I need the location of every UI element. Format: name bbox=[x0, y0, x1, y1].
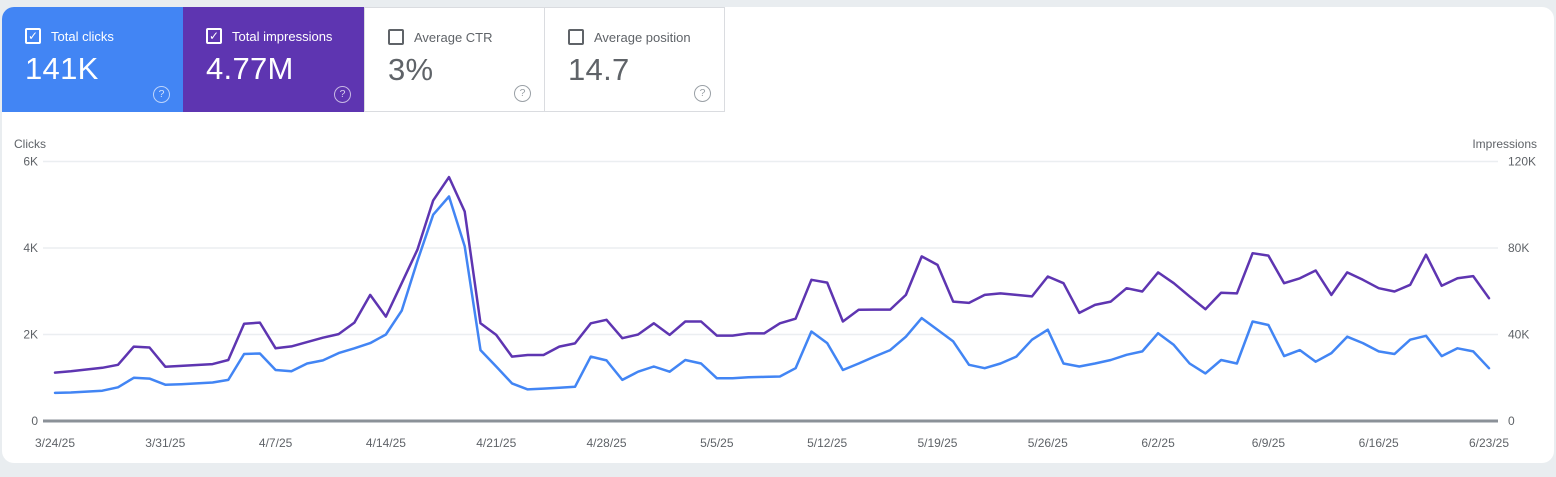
x-axis-date-label: 4/7/25 bbox=[259, 436, 293, 450]
average-position-card-header: Average position bbox=[568, 29, 691, 45]
impressions-line-series[interactable] bbox=[53, 175, 1491, 374]
help-icon[interactable]: ? bbox=[153, 86, 170, 103]
left-axis-tick-label: 4K bbox=[23, 241, 38, 255]
right-axis-tick-label: 120K bbox=[1508, 155, 1536, 169]
help-icon[interactable]: ? bbox=[334, 86, 351, 103]
average-position-checkbox[interactable] bbox=[568, 29, 584, 45]
metric-cards-row: ✓ Total clicks 141K ? ✓ Total impression… bbox=[2, 7, 1554, 112]
x-axis-date-label: 4/21/25 bbox=[476, 436, 516, 450]
x-axis-date-label: 6/2/25 bbox=[1141, 436, 1175, 450]
x-axis-date-label: 4/14/25 bbox=[366, 436, 406, 450]
right-axis-tick-label: 40K bbox=[1508, 328, 1529, 342]
clicks-line-series[interactable] bbox=[53, 195, 1491, 395]
total-impressions-value: 4.77M bbox=[206, 51, 294, 86]
x-axis-date-label: 3/31/25 bbox=[145, 436, 185, 450]
x-axis-date-label: 5/5/25 bbox=[700, 436, 734, 450]
total-impressions-label: Total impressions bbox=[232, 28, 333, 44]
checkmark-icon: ✓ bbox=[27, 29, 39, 43]
average-ctr-label: Average CTR bbox=[414, 29, 493, 45]
left-axis-tick-label: 6K bbox=[23, 155, 38, 169]
x-axis-date-label: 6/9/25 bbox=[1252, 436, 1286, 450]
x-axis-date-label: 3/24/25 bbox=[35, 436, 75, 450]
x-axis-date-label: 5/26/25 bbox=[1028, 436, 1068, 450]
x-axis-date-label: 6/16/25 bbox=[1359, 436, 1399, 450]
x-axis-date-label: 6/23/25 bbox=[1469, 436, 1509, 450]
average-ctr-value: 3% bbox=[388, 52, 434, 87]
total-clicks-card-header: ✓ Total clicks bbox=[25, 28, 114, 44]
left-axis-title: Clicks bbox=[14, 137, 46, 151]
average-position-card[interactable]: Average position 14.7 ? bbox=[544, 7, 725, 112]
total-clicks-value: 141K bbox=[25, 51, 99, 86]
right-axis-title: Impressions bbox=[1472, 137, 1537, 151]
left-axis-tick-label: 0 bbox=[31, 414, 38, 428]
average-position-label: Average position bbox=[594, 29, 691, 45]
average-position-value: 14.7 bbox=[568, 52, 630, 87]
x-axis-date-label: 5/19/25 bbox=[917, 436, 957, 450]
checkmark-icon: ✓ bbox=[208, 29, 220, 43]
total-clicks-label: Total clicks bbox=[51, 28, 114, 44]
left-axis-tick-label: 2K bbox=[23, 328, 38, 342]
total-impressions-card[interactable]: ✓ Total impressions 4.77M ? bbox=[183, 7, 364, 112]
average-ctr-card[interactable]: Average CTR 3% ? bbox=[364, 7, 545, 112]
total-clicks-card[interactable]: ✓ Total clicks 141K ? bbox=[2, 7, 183, 112]
x-axis-date-label: 4/28/25 bbox=[587, 436, 627, 450]
average-ctr-checkbox[interactable] bbox=[388, 29, 404, 45]
right-axis-tick-label: 0 bbox=[1508, 414, 1515, 428]
total-clicks-checkbox[interactable]: ✓ bbox=[25, 28, 41, 44]
total-impressions-checkbox[interactable]: ✓ bbox=[206, 28, 222, 44]
help-icon[interactable]: ? bbox=[514, 85, 531, 102]
help-icon[interactable]: ? bbox=[694, 85, 711, 102]
performance-panel: ✓ Total clicks 141K ? ✓ Total impression… bbox=[2, 7, 1554, 463]
x-axis-date-label: 5/12/25 bbox=[807, 436, 847, 450]
average-ctr-card-header: Average CTR bbox=[388, 29, 493, 45]
total-impressions-card-header: ✓ Total impressions bbox=[206, 28, 332, 44]
right-axis-tick-label: 80K bbox=[1508, 241, 1529, 255]
